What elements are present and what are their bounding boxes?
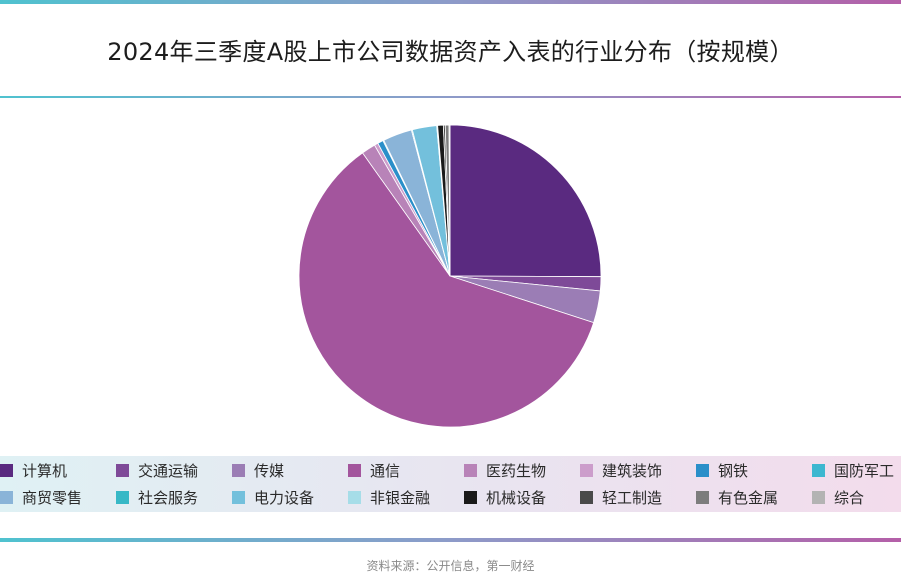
legend-item-7: 国防军工 <box>812 459 894 481</box>
legend-swatch <box>464 490 477 504</box>
legend-item-14: 有色金属 <box>696 486 778 508</box>
legend-label: 计算机 <box>22 461 68 480</box>
legend-swatch <box>348 463 361 477</box>
source-note: 资料来源：公开信息，第一财经 <box>366 559 535 573</box>
legend-label: 通信 <box>370 461 401 480</box>
legend-label: 轻工制造 <box>602 488 663 507</box>
legend-item-4: 医药生物 <box>464 459 546 481</box>
legend-swatch <box>812 463 825 477</box>
legend-item-0: 计算机 <box>0 459 67 481</box>
legend-label: 社会服务 <box>138 488 199 507</box>
legend-item-10: 电力设备 <box>232 486 314 508</box>
legend-swatch <box>696 463 709 477</box>
legend-swatch <box>0 463 13 477</box>
legend-item-12: 机械设备 <box>464 486 546 508</box>
legend-label: 传媒 <box>254 461 285 480</box>
legend-item-3: 通信 <box>348 459 400 481</box>
legend-item-9: 社会服务 <box>116 486 198 508</box>
legend-label: 综合 <box>834 488 865 507</box>
legend-item-13: 轻工制造 <box>580 486 662 508</box>
pie-chart <box>298 124 602 428</box>
legend-label: 有色金属 <box>718 488 779 507</box>
legend-swatch <box>696 490 709 504</box>
legend-swatch <box>232 463 245 477</box>
legend-swatch <box>232 490 245 504</box>
pie-slice-15 <box>448 124 451 277</box>
legend-swatch <box>348 490 361 504</box>
top-accent-bar <box>0 0 901 4</box>
legend-swatch <box>0 490 13 504</box>
chart-title: 2024年三季度A股上市公司数据资产入表的行业分布（按规模） <box>107 38 794 66</box>
bottom-divider <box>0 538 901 542</box>
legend-label: 建筑装饰 <box>602 461 663 480</box>
title-divider <box>0 96 901 98</box>
legend-swatch <box>580 490 593 504</box>
legend-label: 非银金融 <box>370 488 431 507</box>
legend-item-8: 商贸零售 <box>0 486 82 508</box>
legend-swatch <box>580 463 593 477</box>
legend-label: 机械设备 <box>486 488 547 507</box>
legend-item-15: 综合 <box>812 486 864 508</box>
legend-label: 电力设备 <box>254 488 315 507</box>
legend-label: 钢铁 <box>718 461 749 480</box>
legend-label: 国防军工 <box>834 461 895 480</box>
chart-legend: 计算机 交通运输 传媒 通信 医药生物 建筑装饰 钢铁 国防军工商贸零售 社会服务 电力设备 非银金… <box>0 456 901 512</box>
legend-label: 商贸零售 <box>22 488 83 507</box>
legend-swatch <box>116 490 129 504</box>
legend-item-5: 建筑装饰 <box>580 459 662 481</box>
legend-swatch <box>812 490 825 504</box>
legend-swatch <box>116 463 129 477</box>
legend-item-1: 交通运输 <box>116 459 198 481</box>
pie-slice-0 <box>449 124 602 278</box>
pie-slice-3 <box>298 152 595 428</box>
legend-label: 交通运输 <box>138 461 199 480</box>
legend-item-2: 传媒 <box>232 459 284 481</box>
legend-swatch <box>464 463 477 477</box>
legend-item-6: 钢铁 <box>696 459 748 481</box>
legend-label: 医药生物 <box>486 461 547 480</box>
legend-item-11: 非银金融 <box>348 486 430 508</box>
